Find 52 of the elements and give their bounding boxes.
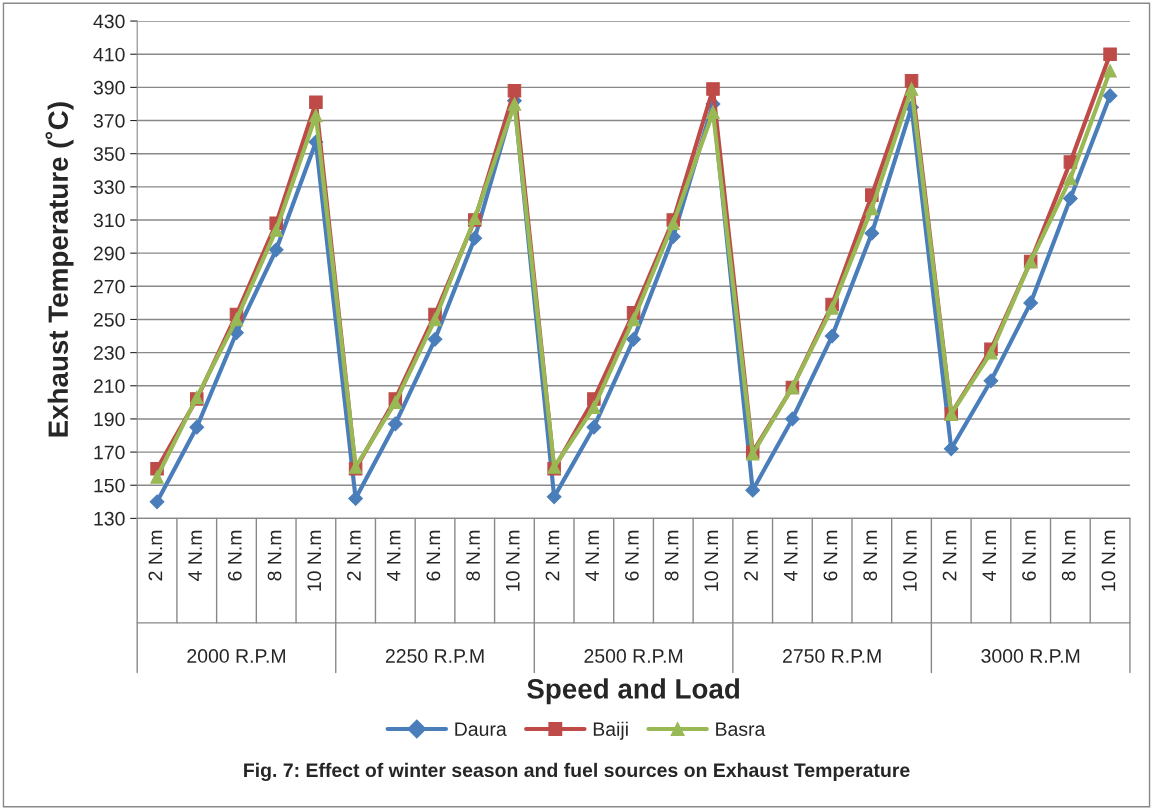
y-tick-label: 370	[93, 114, 125, 128]
y-tick-label: 330	[93, 180, 125, 195]
x-tick-label: 6 N.m	[625, 530, 639, 581]
x-tick-label: 8 N.m	[267, 530, 282, 581]
y-tick-label: 150	[94, 478, 125, 493]
y-axis-title: Exhaust Temperature (˚C)	[45, 102, 74, 437]
x-tick-label: 6 N.m	[823, 530, 838, 581]
x-tick-label: 2 N.m	[545, 530, 560, 581]
y-tick-label: 190	[94, 412, 125, 427]
x-tick-label: 8 N.m	[664, 530, 679, 581]
y-tick-label: 350	[93, 147, 125, 161]
x-tick-label: 2 N.m	[148, 530, 163, 581]
y-tick-label: 210	[93, 379, 125, 394]
text: 3000 R.P.M	[981, 649, 1080, 663]
x-axis-title: Speed and Load	[527, 678, 740, 705]
y-tick-label: 130	[94, 511, 125, 526]
x-tick-label: 2 N.m	[942, 530, 957, 581]
x-tick-label: 10 N.m	[505, 530, 520, 591]
x-tick-label: 6 N.m	[426, 530, 441, 581]
y-tick-label: 270	[93, 279, 125, 294]
y-tick-label: 250	[93, 312, 125, 327]
text: 2000 R.P.M	[187, 649, 285, 663]
y-tick-label: 230	[93, 346, 125, 360]
text: 2500 R.P.M	[584, 649, 683, 663]
x-tick-label: 4 N.m	[784, 530, 798, 581]
text: 2750 R.P.M	[783, 649, 881, 663]
x-tick-label: 4 N.m	[982, 530, 996, 581]
x-tick-label: 10 N.m	[1101, 530, 1116, 591]
x-tick-label: 8 N.m	[863, 530, 878, 581]
y-tick-label: 170	[94, 445, 125, 460]
x-tick-label: 6 N.m	[227, 530, 242, 581]
x-tick-label: 6 N.m	[1022, 530, 1036, 581]
legend-label: Basra	[716, 722, 766, 737]
x-tick-label: 10 N.m	[307, 530, 322, 591]
x-tick-label: 10 N.m	[704, 530, 719, 591]
x-tick-label: 2 N.m	[744, 530, 758, 581]
x-tick-label: 4 N.m	[386, 530, 401, 581]
x-tick-label: 2 N.m	[347, 530, 361, 581]
x-tick-label: 10 N.m	[902, 530, 917, 591]
x-tick-label: 4 N.m	[188, 530, 202, 581]
caption: Fig. 7: Effect of winter season and fuel sources on Exhaust Temperature	[244, 762, 910, 782]
text: 2250 R.P.M	[385, 649, 484, 663]
y-tick-label: 430	[93, 14, 125, 29]
y-tick-label: 410	[93, 47, 125, 62]
y-tick-label: 290	[93, 246, 125, 261]
legend-label: Daura	[455, 722, 507, 737]
x-tick-label: 8 N.m	[466, 530, 480, 581]
y-tick-label: 310	[93, 213, 125, 228]
y-tick-label: 390	[93, 80, 125, 95]
x-tick-label: 4 N.m	[585, 530, 599, 581]
legend-label: Baiji	[593, 721, 628, 740]
x-tick-label: 8 N.m	[1061, 530, 1076, 581]
